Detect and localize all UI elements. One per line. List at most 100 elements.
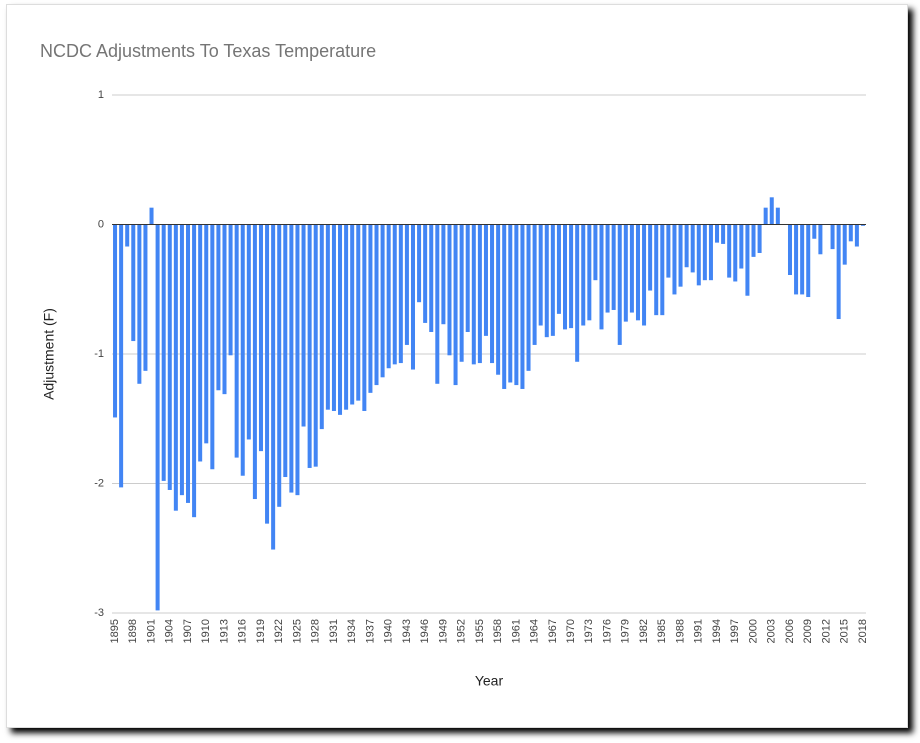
bar [775, 207, 780, 225]
bar [149, 207, 154, 225]
bar [143, 224, 148, 371]
bar [745, 224, 750, 296]
bar [277, 224, 282, 507]
bar [246, 224, 251, 440]
x-axis-label: Year [475, 673, 504, 689]
x-tick-label: 1940 [383, 619, 395, 643]
bar [380, 224, 385, 378]
bar [471, 224, 476, 365]
chart-title: NCDC Adjustments To Texas Temperature [40, 41, 376, 61]
bar [666, 224, 671, 278]
bar [702, 224, 707, 281]
x-tick-label: 1946 [419, 619, 431, 643]
bar [733, 224, 738, 282]
bar [301, 224, 306, 427]
x-tick-label: 1931 [328, 619, 340, 643]
bar [550, 224, 555, 336]
bar [672, 224, 677, 295]
bar [642, 224, 647, 326]
bar [161, 224, 166, 481]
bar [587, 224, 592, 321]
bar [435, 224, 440, 384]
y-tick-label: -3 [94, 607, 104, 619]
bar [204, 224, 209, 444]
x-tick-label: 1988 [674, 619, 686, 643]
bar [192, 224, 197, 518]
x-tick-label: 1973 [583, 619, 595, 643]
bar [477, 224, 482, 364]
bar [356, 224, 361, 401]
bar [210, 224, 215, 470]
x-tick-label: 2000 [747, 619, 759, 643]
bar [271, 224, 276, 550]
bar [234, 224, 239, 458]
bar [331, 224, 336, 411]
bar [617, 224, 622, 345]
bar [520, 224, 525, 389]
bar [228, 224, 233, 356]
x-tick-label: 1895 [109, 619, 121, 643]
x-tick-label: 1997 [729, 619, 741, 643]
x-tick-label: 1919 [255, 619, 267, 643]
bar [417, 224, 422, 303]
bar [167, 224, 172, 490]
bar [605, 224, 610, 313]
bar [800, 224, 805, 295]
x-tick-label: 1943 [401, 619, 413, 643]
bar [386, 224, 391, 369]
y-tick-label: 1 [98, 89, 104, 101]
x-tick-label: 1955 [474, 619, 486, 643]
x-tick-label: 1964 [529, 619, 541, 643]
bar [563, 224, 568, 330]
bar [690, 224, 695, 273]
bar [240, 224, 245, 476]
bar [398, 224, 403, 364]
x-tick-label: 1898 [127, 619, 139, 643]
bar [131, 224, 136, 342]
bar [611, 224, 616, 310]
x-tick-label: 1967 [547, 619, 559, 643]
x-tick-label: 1910 [200, 619, 212, 643]
bar [502, 224, 507, 389]
bar [410, 224, 415, 370]
bar [313, 224, 318, 467]
bar [338, 224, 343, 415]
bar [508, 224, 513, 383]
x-tick-label: 2009 [802, 619, 814, 643]
x-tick-label: 1937 [364, 619, 376, 643]
bar [727, 224, 732, 278]
y-tick-label: -2 [94, 477, 104, 489]
x-tick-label: 1952 [456, 619, 468, 643]
bar [848, 224, 853, 242]
bar [635, 224, 640, 321]
bar [325, 224, 330, 410]
bar [763, 207, 768, 225]
bar [344, 224, 349, 410]
bar [362, 224, 367, 411]
bar [654, 224, 659, 316]
bar [569, 224, 574, 329]
bar [252, 224, 257, 500]
bar [660, 224, 665, 316]
x-tick-label: 1958 [492, 619, 504, 643]
bar [289, 224, 294, 493]
bar [319, 224, 324, 430]
bar [678, 224, 683, 287]
bar [459, 224, 464, 362]
x-tick-label: 1913 [218, 619, 230, 643]
bar [137, 224, 142, 384]
x-tick-label: 1976 [601, 619, 613, 643]
y-tick-label: 0 [98, 218, 104, 230]
x-tick-label: 1907 [182, 619, 194, 643]
x-tick-label: 1934 [346, 619, 358, 643]
bar [842, 224, 847, 265]
bar [374, 224, 379, 386]
y-tick-label: -1 [94, 348, 104, 360]
x-tick-label: 1901 [145, 619, 157, 643]
bar [854, 224, 859, 247]
bar [447, 224, 452, 356]
x-tick-label: 1928 [310, 619, 322, 643]
bar [830, 224, 835, 250]
bar [836, 224, 841, 320]
